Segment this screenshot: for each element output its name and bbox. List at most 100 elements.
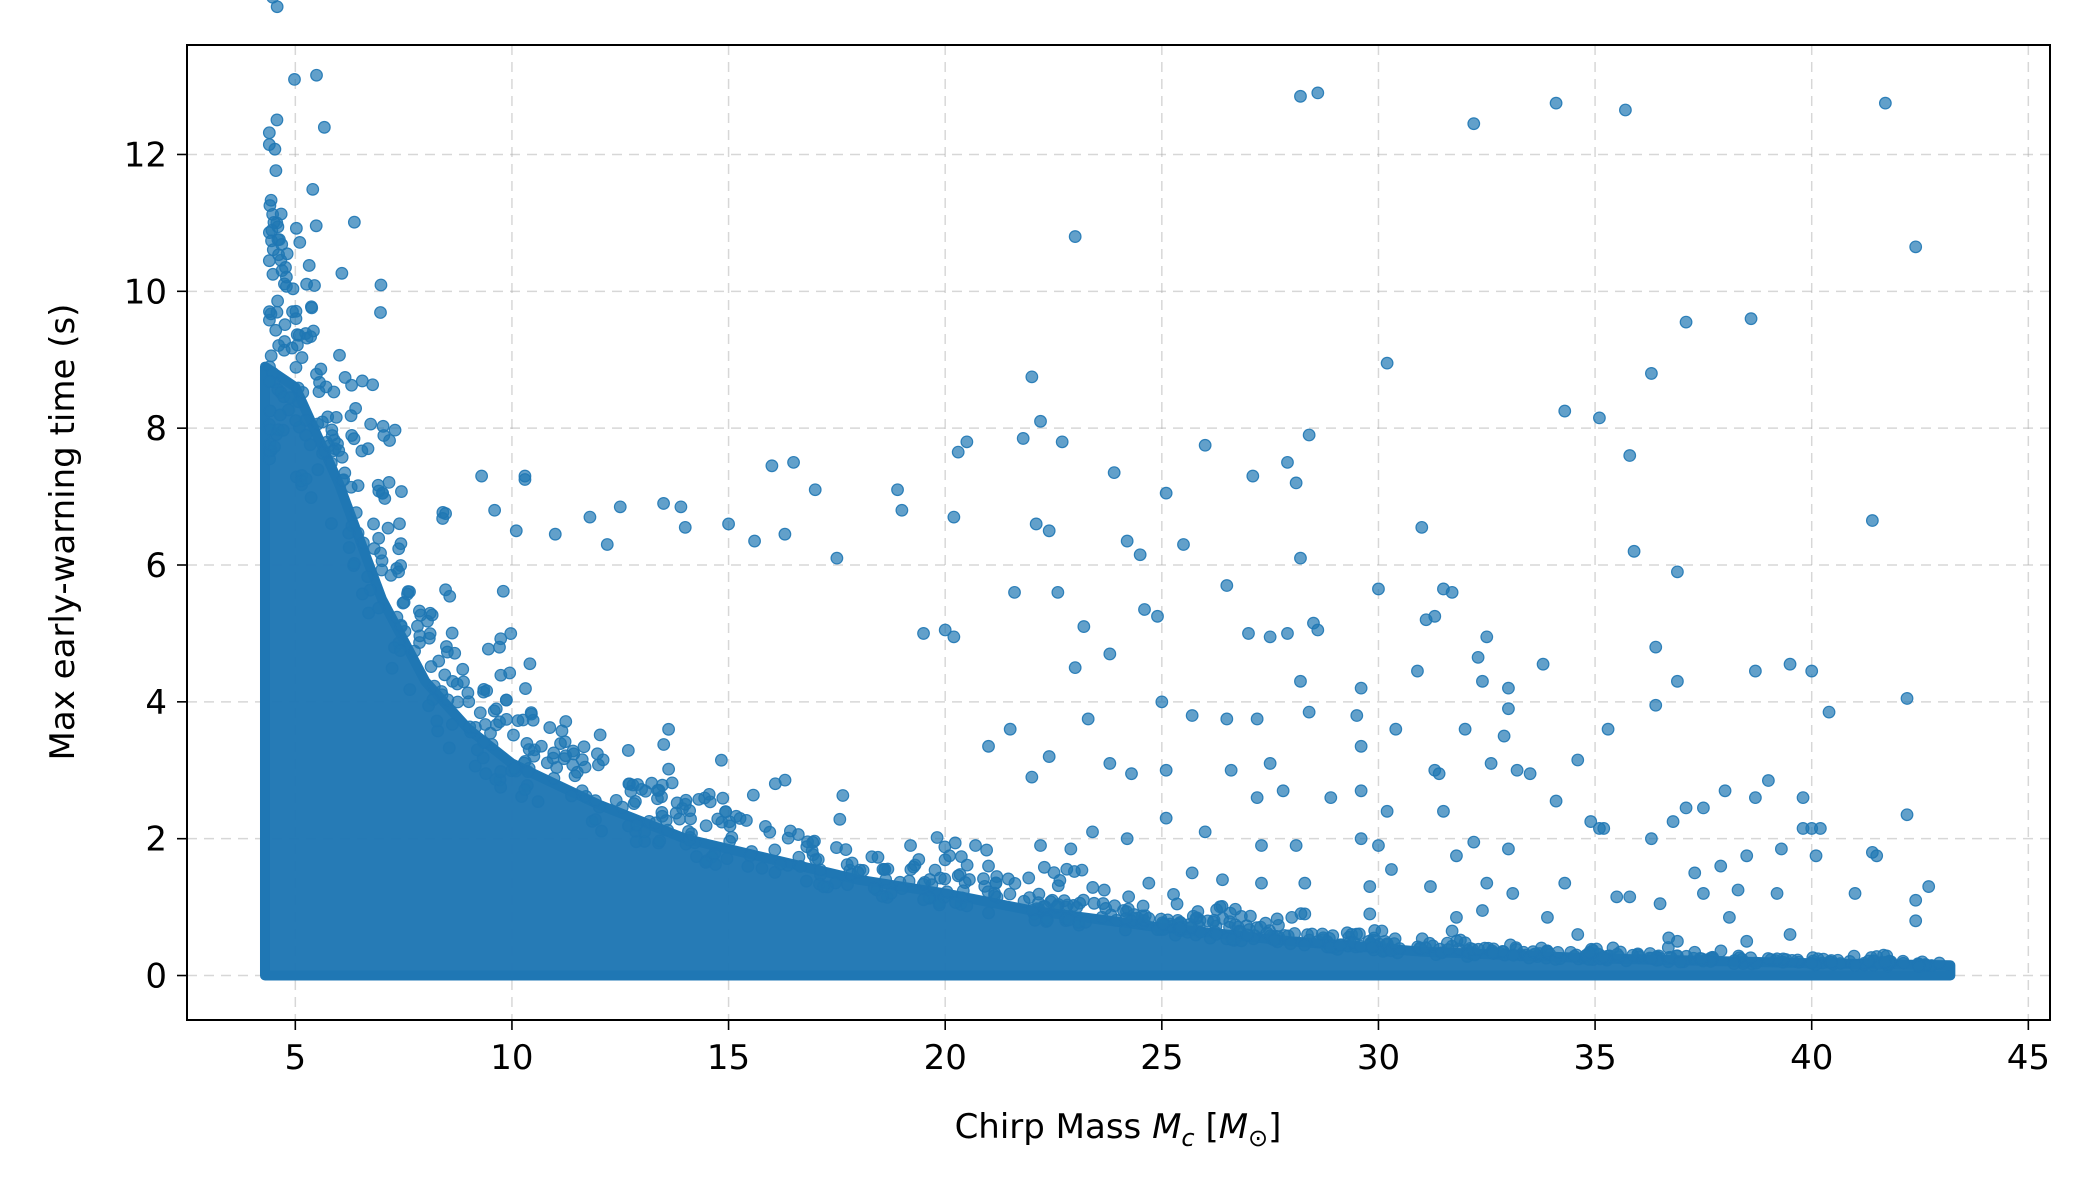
scatter-point: [1649, 698, 1663, 712]
scatter-point: [917, 627, 930, 640]
scatter-point: [335, 473, 349, 487]
scatter-point: [1220, 579, 1234, 592]
scatter-point: [723, 819, 737, 833]
scatter-point: [980, 843, 994, 857]
scatter-point: [1878, 955, 1892, 969]
scatter-point: [1645, 951, 1659, 965]
scatter-point: [930, 831, 944, 844]
scatter-point: [558, 735, 572, 749]
scatter-point: [720, 852, 734, 865]
scatter-point: [1025, 370, 1039, 384]
scatter-point: [1467, 117, 1481, 131]
scatter-point: [1597, 822, 1611, 835]
scatter-point: [743, 849, 757, 863]
y-tick-label: 0: [145, 957, 167, 997]
scatter-point: [289, 414, 303, 428]
scatter-point: [746, 788, 760, 802]
scatter-point: [768, 777, 782, 791]
scatter-point: [342, 541, 356, 554]
scatter-point: [1215, 900, 1229, 913]
scatter-point: [662, 762, 676, 776]
scatter-point: [1086, 825, 1099, 839]
scatter-point: [811, 853, 825, 866]
scatter-point: [839, 843, 853, 857]
scatter-point: [1294, 89, 1307, 103]
scatter-point: [1198, 438, 1212, 452]
scatter-point: [1311, 623, 1325, 637]
scatter-point: [1770, 887, 1784, 900]
scatter-point: [448, 646, 462, 660]
scatter-point: [473, 706, 487, 720]
scatter-point: [462, 695, 476, 709]
scatter-point: [274, 207, 288, 221]
scatter-point: [374, 278, 388, 292]
scatter-point: [293, 235, 307, 249]
scatter-point: [1201, 914, 1215, 928]
y-axis-title: Max early-warning time (s): [43, 304, 83, 761]
scatter-point: [299, 472, 313, 486]
scatter-point: [445, 717, 459, 731]
scatter-point: [1540, 945, 1554, 959]
scatter-point: [615, 800, 629, 814]
scatter-point: [1294, 551, 1307, 565]
x-tick-label: 45: [2007, 1038, 2050, 1078]
scatter-point: [290, 328, 304, 342]
scatter-point: [305, 301, 319, 315]
scatter-point: [1428, 609, 1442, 623]
scatter-point: [1177, 538, 1190, 551]
scatter-point: [1055, 435, 1069, 449]
scatter-point: [1809, 849, 1823, 863]
scatter-point: [954, 850, 968, 864]
scatter-point: [1185, 709, 1199, 722]
scatter-point: [1653, 897, 1667, 911]
scatter-point: [1365, 940, 1379, 954]
scatter-point: [1549, 794, 1563, 808]
scatter-point: [794, 859, 807, 873]
scatter-point: [1121, 902, 1135, 916]
scatter-point: [356, 587, 369, 601]
scatter-point: [1593, 411, 1606, 425]
scatter-point: [500, 712, 513, 726]
scatter-point: [1415, 520, 1429, 534]
scatter-point: [1896, 956, 1910, 970]
scatter-point: [559, 715, 573, 728]
scatter-point: [1001, 872, 1015, 886]
scatter-point: [408, 644, 421, 658]
scatter-point: [627, 797, 641, 810]
scatter-point: [422, 699, 436, 713]
scatter-point: [600, 538, 614, 551]
scatter-point: [928, 863, 942, 877]
scatter-point: [1626, 948, 1640, 962]
scatter-point: [719, 805, 733, 819]
scatter-point: [1666, 815, 1680, 828]
scatter-point: [1645, 832, 1658, 846]
scatter-point: [269, 164, 283, 178]
scatter-point: [384, 568, 398, 582]
scatter-point: [902, 874, 916, 888]
scatter-point: [1350, 709, 1364, 722]
scatter-point: [344, 409, 358, 423]
scatter-point: [1380, 356, 1394, 370]
scatter-point: [499, 693, 513, 707]
scatter-point: [268, 440, 281, 454]
scatter-point: [309, 219, 323, 233]
scatter-point: [1354, 832, 1368, 846]
scatter-point: [1250, 921, 1264, 935]
scatter-point: [1909, 240, 1923, 254]
scatter-point: [1922, 880, 1936, 893]
scatter-point: [1610, 947, 1624, 961]
scatter-point: [1263, 757, 1277, 770]
y-tick-label: 4: [145, 683, 167, 723]
scatter-point: [1034, 839, 1047, 852]
scatter-point: [1037, 860, 1051, 874]
scatter-point: [374, 546, 387, 560]
scatter-point: [1476, 674, 1489, 688]
scatter-point: [382, 476, 396, 489]
scatter-point: [1458, 722, 1472, 736]
scatter-point: [1016, 432, 1030, 445]
scatter-point: [982, 859, 995, 873]
scatter-point: [496, 584, 510, 598]
scatter-point: [304, 491, 318, 505]
scatter-point: [1627, 544, 1641, 558]
scatter-point: [451, 695, 465, 709]
